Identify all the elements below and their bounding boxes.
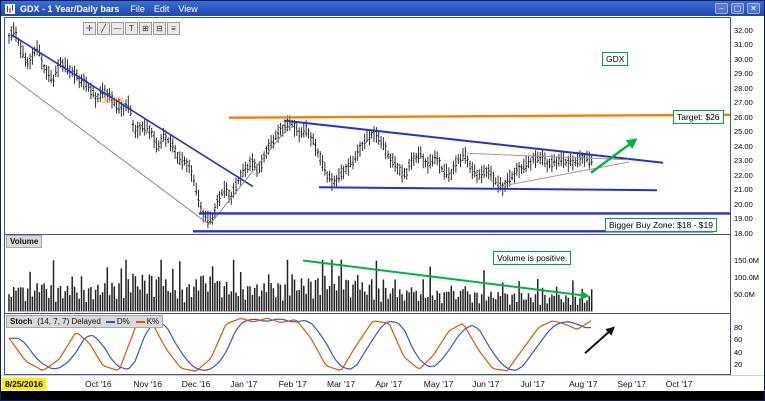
maximize-button[interactable]: ▢	[731, 3, 744, 14]
status-bar	[1, 391, 764, 400]
drawing-toolbar: ✛ ╱ ― T ⊞ ⊟ ≡	[83, 22, 180, 35]
down-channel-lower-line[interactable]	[8, 74, 210, 225]
legend-color-dash	[135, 320, 145, 323]
symbol-annotation[interactable]: GDX	[602, 52, 629, 66]
axis-tick-label: 29.00	[734, 69, 753, 78]
axis-tick-label: 27.00	[734, 98, 753, 107]
month-label: Dec '16	[181, 379, 211, 389]
axis-tick-label: 150.0M	[734, 256, 760, 265]
month-label: Aug '17	[569, 379, 598, 389]
buy-zone-annotation[interactable]: Bigger Buy Zone: $18 - $19	[605, 218, 717, 232]
axis-tick-label: 25.00	[734, 127, 753, 136]
month-label: Oct '16	[85, 379, 112, 389]
volume-note-annotation[interactable]: Volume is positive.	[493, 251, 572, 265]
month-label: Feb '17	[278, 379, 307, 389]
trendline-icon[interactable]: ╱	[97, 22, 110, 35]
stoch-pane-params: (14, 7, 7) Delayed	[37, 317, 101, 326]
axis-tick-label: 31.00	[734, 40, 753, 49]
axis-tick-label: 60	[734, 335, 743, 344]
month-label: Oct '17	[665, 379, 693, 389]
horizontal-line-icon[interactable]: ―	[111, 22, 124, 35]
text-tool-icon[interactable]: T	[125, 22, 138, 35]
stoch-up-arrow[interactable]	[584, 326, 616, 355]
wedge-upper-line[interactable]	[283, 119, 664, 164]
month-label: Apr '17	[375, 379, 403, 389]
wedge-lower-line[interactable]	[318, 186, 658, 192]
stoch-pane-label: Stoch (14, 7, 7) Delayed D% K%	[6, 315, 164, 328]
volume-pane-title: Volume	[10, 237, 39, 246]
pane-frame	[4, 17, 731, 375]
menu-bar: File Edit View	[130, 4, 197, 14]
month-label: Sep '17	[617, 379, 646, 389]
axis-tick-label: 40	[734, 347, 743, 357]
down-channel-upper-line[interactable]	[10, 33, 254, 188]
pennant-lower-line[interactable]	[498, 161, 630, 188]
month-label: Mar '17	[327, 379, 356, 389]
axis-tick-label: 50.0M	[734, 290, 755, 299]
axis-tick-label: 23.00	[734, 156, 753, 165]
target-line[interactable]	[228, 113, 731, 119]
axis-tick-label: 26.00	[734, 112, 753, 122]
legend-label: D%	[116, 317, 130, 326]
axis-tick-label: 28.00	[734, 83, 753, 93]
month-label: Jan '17	[230, 379, 258, 389]
zoom-in-icon[interactable]: ⊞	[139, 22, 152, 35]
menu-edit[interactable]: Edit	[153, 3, 170, 14]
settings-icon[interactable]: ≡	[167, 22, 180, 35]
app-icon	[5, 3, 15, 14]
volume-pane-label: Volume	[6, 235, 43, 248]
close-button[interactable]: ✕	[747, 3, 760, 14]
window-title: GDX - 1 Year/Daily bars	[20, 3, 120, 14]
pennant-upper-line[interactable]	[466, 152, 630, 161]
axis-tick-label: 80	[734, 322, 743, 332]
volume-bars	[8, 259, 593, 312]
chart-canvas[interactable]	[1, 16, 731, 375]
stoch-k-line	[8, 317, 592, 372]
axis-tick-label: 22.00	[734, 170, 753, 180]
stoch-d-line	[9, 318, 592, 372]
volume-downtrend-arrow[interactable]	[302, 259, 590, 300]
axis-tick-label: 18.00	[734, 228, 753, 238]
legend-k: K%	[135, 317, 160, 326]
cursor-date-badge: 8/25/2016	[2, 378, 46, 390]
axis-tick-label: 20	[734, 360, 743, 369]
time-axis: 8/25/2016 Oct '16 Nov '16 Dec '16 Jan '17 Fe…	[1, 375, 764, 391]
chart-area[interactable]: ✛ ╱ ― T ⊞ ⊟ ≡ -38.2% GDX Target: $26 Bigger Bu…	[1, 16, 764, 375]
title-bar[interactable]: GDX - 1 Year/Daily bars File Edit View – ▢ ✕	[1, 1, 764, 16]
month-label: Nov '16	[133, 379, 162, 389]
minimize-button[interactable]: –	[715, 3, 728, 14]
legend-d: D%	[105, 317, 130, 326]
legend-label: K%	[146, 317, 160, 326]
rally-trendline[interactable]	[210, 121, 294, 224]
window-controls: – ▢ ✕	[715, 3, 760, 14]
axis-tick-label: 21.00	[734, 185, 753, 194]
axis-tick-label: 19.00	[734, 214, 753, 223]
stoch-pane-title: Stoch	[10, 317, 33, 326]
axis-tick-label: 32.00	[734, 25, 753, 35]
fib-retracement-label: -38.2%	[99, 96, 125, 105]
zoom-out-icon[interactable]: ⊟	[153, 22, 166, 35]
axis-tick-label: 24.00	[734, 141, 753, 151]
stoch-legend: D% K%	[105, 317, 160, 326]
price-breakout-arrow[interactable]	[590, 138, 638, 174]
menu-view[interactable]: View	[178, 3, 198, 14]
crosshair-icon[interactable]: ✛	[83, 22, 96, 35]
month-label: May '17	[423, 379, 454, 389]
legend-color-dash	[105, 320, 115, 323]
target-annotation[interactable]: Target: $26	[673, 110, 724, 124]
axis-tick-label: 100.0M	[734, 273, 760, 282]
price-bars	[7, 22, 593, 229]
axis-tick-label: 20.00	[734, 199, 753, 209]
menu-file[interactable]: File	[130, 3, 145, 14]
month-label: Jun '17	[472, 379, 500, 389]
axis-tick-label: 30.00	[734, 54, 753, 64]
month-label: Jul '17	[520, 379, 545, 389]
